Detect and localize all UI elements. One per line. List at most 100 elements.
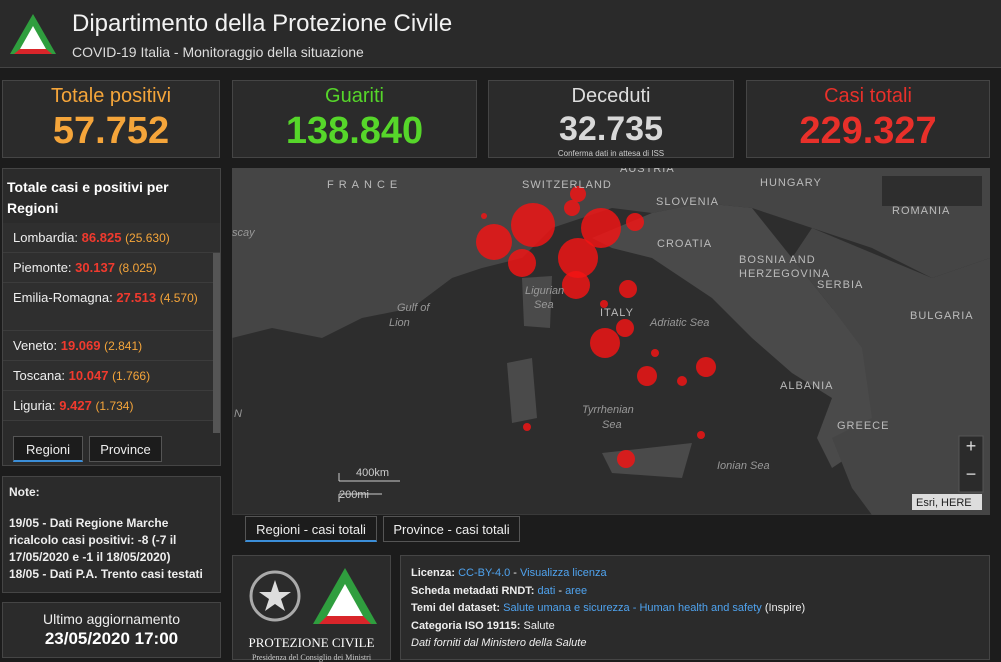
region-row: Toscana: 10.047 (1.766)	[3, 361, 220, 391]
region-name: Toscana:	[13, 368, 66, 383]
region-positive: (8.025)	[118, 261, 157, 275]
kpi-card: Casi totali 229.327	[746, 80, 990, 158]
map: FRANCE SWITZERLAND AUSTRIA HUNGARY SLOVENIA C…	[232, 168, 990, 515]
sea-label: Tyrrhenian	[582, 404, 634, 416]
info-link[interactable]: Salute umana e sicurezza - Human health …	[503, 602, 762, 614]
region-name: Emilia-Romagna:	[13, 290, 113, 305]
note-item: 18/05 - Dati P.A. Trento casi testati	[9, 567, 203, 581]
info-text: -	[510, 567, 521, 579]
country-label: FRANCE	[327, 179, 402, 191]
region-row: Piemonte: 30.137 (8.025)	[3, 253, 220, 283]
region-total: 27.513	[116, 290, 157, 305]
sea-label: Adriatic Sea	[649, 317, 709, 329]
region-tab[interactable]: Regioni	[13, 436, 83, 462]
update-value: 23/05/2020 17:00	[44, 629, 179, 648]
sea-label: Ligurian	[525, 285, 564, 297]
country-label: ITALY	[600, 307, 634, 319]
kpi-value: 57.752	[52, 110, 170, 152]
info-line: Scheda metadati RNDT: dati - aree	[411, 583, 979, 601]
info-link[interactable]: aree	[565, 584, 588, 597]
sea-label: Lion	[389, 317, 410, 329]
map-tab[interactable]: Regioni - casi totali	[245, 516, 377, 542]
kpi-card: Totale positivi 57.752	[2, 80, 220, 158]
note-item: 19/05 - Dati Regione Marche ricalcolo ca…	[9, 516, 177, 564]
sea-label: Sea	[602, 419, 622, 431]
header-logo	[10, 14, 56, 54]
info-line: Licenza: CC-BY-4.0 - Visualizza licenza	[411, 565, 979, 583]
sea-label: Sea	[534, 299, 554, 311]
region-name: Lombardia:	[13, 230, 79, 245]
region-positive: (25.630)	[125, 231, 170, 245]
info-line: Temi del dataset: Salute umana e sicurez…	[411, 600, 979, 618]
notes-list: 19/05 - Dati Regione Marche ricalcolo ca…	[9, 515, 214, 583]
info-text: Licenza:	[411, 567, 459, 579]
country-label: ALBANIA	[780, 380, 833, 392]
update-panel: Ultimo aggiornamento 23/05/2020 17:00	[2, 602, 221, 658]
zoom-control[interactable]: +	[966, 436, 977, 456]
scale-mi: 200mi	[339, 489, 369, 501]
kpi-value: 32.735	[559, 110, 663, 148]
info-link[interactable]: dati	[537, 584, 556, 597]
logo-panel: PROTEZIONE CIVILE Presidenza del Consigl…	[232, 555, 391, 662]
info-text: Salute	[523, 619, 555, 632]
sea-label: Gulf of	[397, 302, 430, 314]
kpi-value: 229.327	[799, 110, 937, 152]
logo-subtitle: Presidenza del Consiglio dei Ministri	[251, 653, 372, 662]
region-positive: (4.570)	[159, 291, 198, 305]
info-link[interactable]: CC-BY-4.0	[458, 567, 511, 579]
region-positive: (1.766)	[112, 369, 151, 383]
region-row: Veneto: 19.069 (2.841)	[3, 331, 220, 361]
kpi-label: Totale positivi	[50, 85, 172, 107]
region-total: 30.137	[75, 260, 115, 275]
title: Dipartimento della Protezione Civile	[72, 10, 453, 37]
info-text: Temi del dataset:	[411, 602, 504, 614]
header: Dipartimento della Protezione Civile COV…	[0, 0, 1001, 68]
region-name: Veneto:	[13, 338, 58, 353]
kpi-label: Deceduti	[571, 85, 651, 107]
info-text: Categoria ISO 19115:	[411, 619, 524, 632]
kpi-label: Guariti	[325, 85, 384, 107]
info-line: Dati forniti dal Ministero della Salute	[411, 635, 979, 653]
info-link[interactable]: Visualizza licenza	[520, 567, 607, 579]
region-name: Liguria:	[13, 398, 56, 413]
region-total: 19.069	[60, 338, 101, 353]
region-total: 10.047	[68, 368, 109, 383]
country-label: AUSTRIA	[620, 168, 675, 175]
region-tab[interactable]: Province	[89, 436, 162, 462]
subtitle: COVID-19 Italia - Monitoraggio della sit…	[72, 44, 364, 60]
info-text: (Inspire)	[761, 602, 806, 614]
region-row: Lombardia: 86.825 (25.630)	[3, 223, 220, 253]
regions-list: Lombardia: 86.825 (25.630) Piemonte: 30.1…	[3, 223, 220, 421]
sea-label: scay	[232, 227, 256, 239]
region-total: 9.427	[59, 398, 92, 413]
notes-title: Note:	[9, 485, 40, 499]
kpi-label: Casi totali	[824, 85, 912, 107]
regions-title: Totale casi e positivi per Regioni	[7, 179, 169, 216]
region-positive: (2.841)	[104, 339, 143, 353]
kpi-card: Deceduti 32.735 Conferma dati in attesa di…	[488, 80, 734, 158]
region-row: Emilia-Romagna: 27.513 (4.570)	[3, 283, 220, 331]
zoom-control[interactable]: −	[966, 464, 977, 484]
kpi-value: 138.840	[285, 110, 424, 152]
scrollbar	[213, 253, 220, 433]
info-text: Scheda metadati RNDT:	[411, 584, 538, 597]
update-label: Ultimo aggiornamento	[43, 611, 180, 627]
logo-name: PROTEZIONE CIVILE	[248, 635, 375, 650]
kpi-note: Conferma dati in attesa di ISS	[557, 149, 665, 158]
country-label: SERBIA	[817, 279, 863, 291]
kpi-card: Guariti 138.840	[232, 80, 477, 158]
regions-panel: Totale casi e positivi per Regioni Lomba…	[2, 168, 221, 466]
map-tab[interactable]: Province - casi totali	[383, 516, 520, 542]
country-label: CROATIA	[657, 238, 712, 250]
info-text: -	[555, 584, 566, 597]
country-label: BULGARIA	[910, 310, 974, 322]
notes-panel: Note: 19/05 - Dati Regione Marche ricalc…	[2, 476, 221, 593]
attribution-bg	[912, 494, 982, 510]
info-panel: Licenza: CC-BY-4.0 - Visualizza licenza S…	[400, 555, 990, 660]
country-label: HUNGARY	[760, 177, 822, 189]
logo-emblems	[249, 568, 377, 624]
region-positive: (1.734)	[95, 399, 134, 413]
region-name: Piemonte:	[13, 260, 72, 275]
country-label: HERZEGOVINA	[739, 268, 830, 280]
country-label: SLOVENIA	[656, 196, 719, 208]
